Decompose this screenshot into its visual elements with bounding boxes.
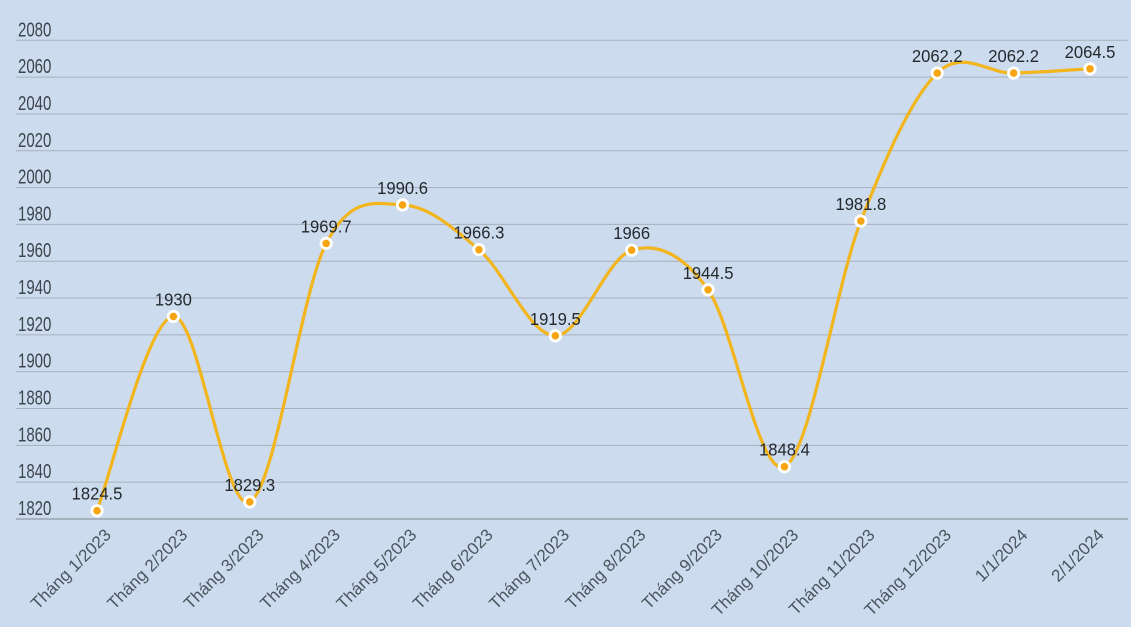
data-point-label: 1966: [613, 224, 650, 243]
data-point-marker[interactable]: [243, 495, 257, 509]
data-point-marker[interactable]: [930, 66, 944, 80]
data-point-label: 1944.5: [683, 263, 734, 282]
data-point-label: 1966.3: [454, 223, 505, 242]
data-point-label: 1829.3: [224, 475, 275, 494]
data-point-label: 1969.7: [301, 217, 352, 236]
data-point-marker[interactable]: [854, 214, 868, 228]
y-axis-label: 1960: [18, 239, 51, 262]
data-point-marker[interactable]: [625, 243, 639, 257]
data-point-label: 1990.6: [377, 179, 428, 198]
data-point-marker[interactable]: [1007, 66, 1021, 80]
y-axis-label: 1940: [18, 276, 51, 299]
data-point-marker[interactable]: [395, 198, 410, 212]
data-point-label: 2062.2: [988, 47, 1039, 66]
y-axis-label: 1880: [18, 386, 51, 409]
data-point-label: 2062.2: [912, 47, 963, 66]
data-point-label: 1981.8: [835, 195, 886, 214]
y-axis-label: 1920: [18, 313, 51, 336]
y-axis-label: 1860: [18, 423, 51, 446]
data-point-marker[interactable]: [472, 243, 486, 257]
data-point-marker[interactable]: [90, 504, 104, 518]
data-point-label: 1824.5: [72, 484, 123, 503]
series-line: [95, 60, 1092, 513]
y-axis-label: 1820: [18, 497, 51, 520]
y-axis-label: 2020: [18, 129, 51, 152]
data-point-marker[interactable]: [548, 329, 562, 343]
data-point-marker[interactable]: [1083, 62, 1097, 76]
data-point-marker[interactable]: [319, 236, 333, 250]
data-point-marker[interactable]: [777, 460, 792, 474]
y-axis-label: 2080: [18, 18, 51, 41]
y-axis-label: 1840: [18, 460, 51, 483]
data-point-label: 1919.5: [530, 309, 581, 328]
y-axis-label: 2040: [18, 92, 51, 115]
y-axis-label: 2060: [18, 55, 51, 78]
data-point-label: 2064.5: [1065, 42, 1116, 61]
data-point-marker[interactable]: [166, 309, 180, 324]
data-point-label: 1930: [155, 290, 192, 309]
y-axis-label: 1980: [18, 202, 51, 225]
y-axis-label: 2000: [18, 165, 51, 188]
y-axis-label: 1900: [18, 350, 51, 373]
data-point-marker[interactable]: [701, 283, 715, 297]
data-point-label: 1848.4: [759, 440, 810, 459]
